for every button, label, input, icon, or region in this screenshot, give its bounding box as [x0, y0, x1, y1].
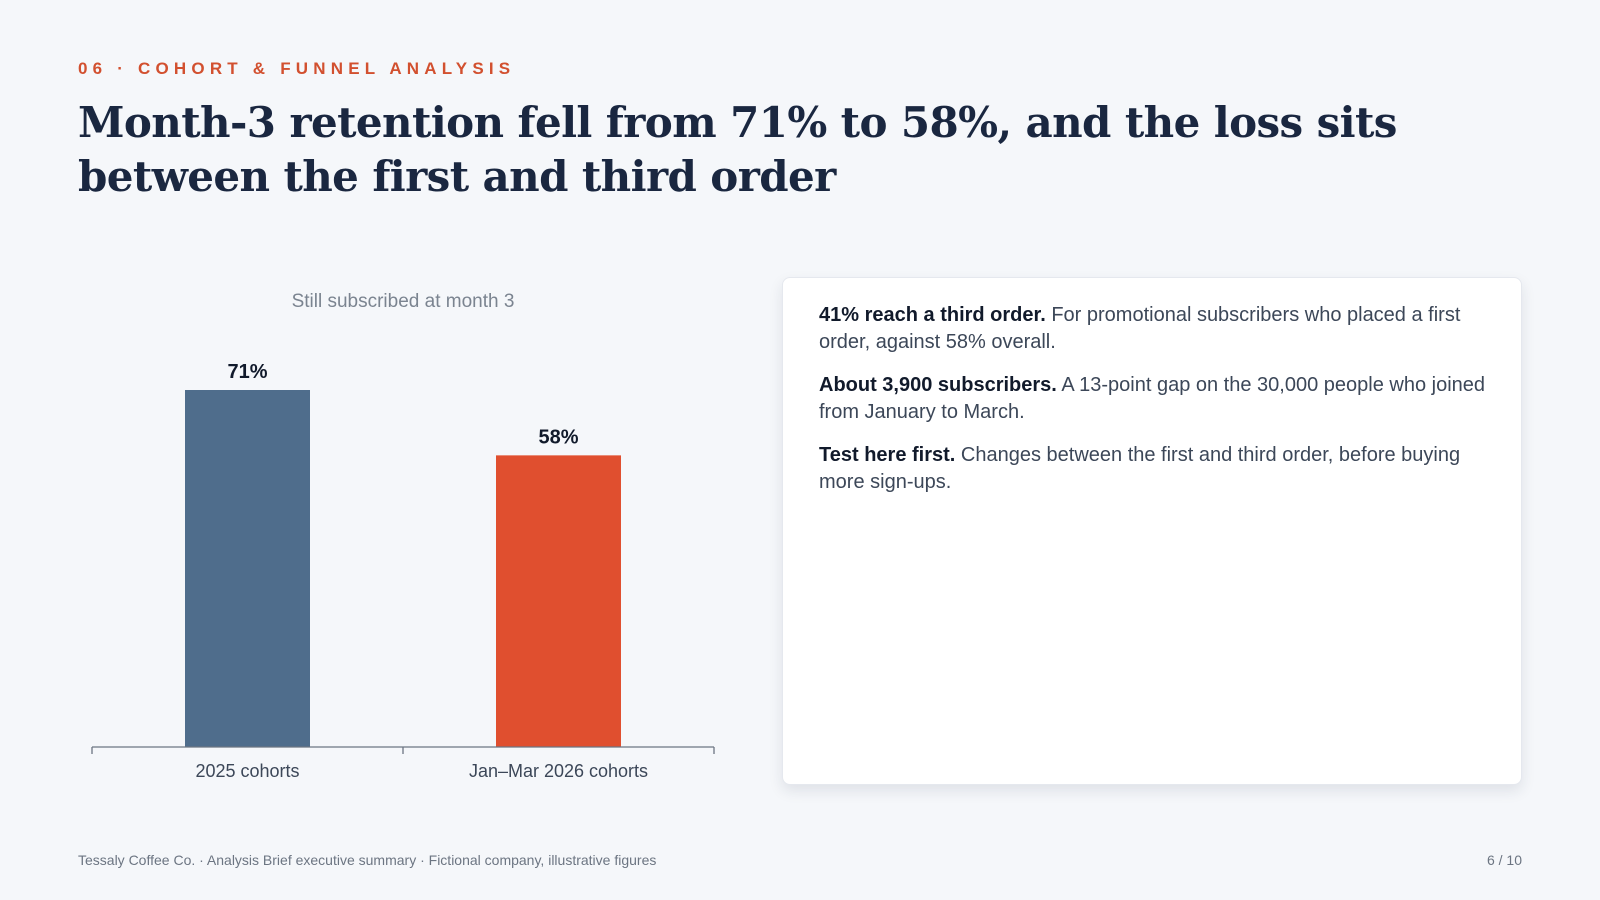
- bar-1: [185, 390, 310, 747]
- data-label-1: 71%: [227, 361, 267, 383]
- insight-point-1: 41% reach a third order. For promotional…: [819, 302, 1485, 356]
- insight-text-3: Changes between the first and third orde…: [819, 444, 1461, 493]
- x-tick-label-1: 2025 cohorts: [195, 761, 299, 781]
- insight-lead-1: 41% reach a third order.: [819, 304, 1046, 326]
- eyebrow: 06 · COHORT & FUNNEL ANALYSIS: [78, 59, 516, 78]
- page-number: 6 / 10: [1486, 852, 1522, 868]
- insight-text-2: A 13-point gap on the 30,000 people who …: [819, 374, 1486, 423]
- insight-text-1: For promotional subscribers who placed a…: [819, 304, 1461, 353]
- insight-lead-2: About 3,900 subscribers.: [819, 374, 1057, 396]
- bar-2: [496, 455, 621, 747]
- retention-chart: Still subscribed at month 3 71% 2025 cohor…: [78, 280, 728, 800]
- insight-lead-3: Test here first.: [819, 444, 956, 466]
- data-label-2: 58%: [538, 426, 578, 448]
- x-tick-label-2: Jan–Mar 2026 cohorts: [469, 761, 648, 781]
- footer-note: Tessaly Coffee Co. · Analysis Brief exec…: [78, 852, 657, 868]
- retention-chart-svg: Still subscribed at month 3 71% 2025 cohor…: [91, 291, 715, 781]
- insight-point-3: Test here first. Changes between the fir…: [819, 442, 1485, 496]
- page-title: Month-3 retention fell from 71% to 58%, …: [78, 98, 1397, 201]
- insight-point-2: About 3,900 subscribers. A 13-point gap …: [819, 372, 1485, 426]
- insight-card: 41% reach a third order. For promotional…: [782, 277, 1522, 785]
- chart-title: Still subscribed at month 3: [292, 291, 515, 312]
